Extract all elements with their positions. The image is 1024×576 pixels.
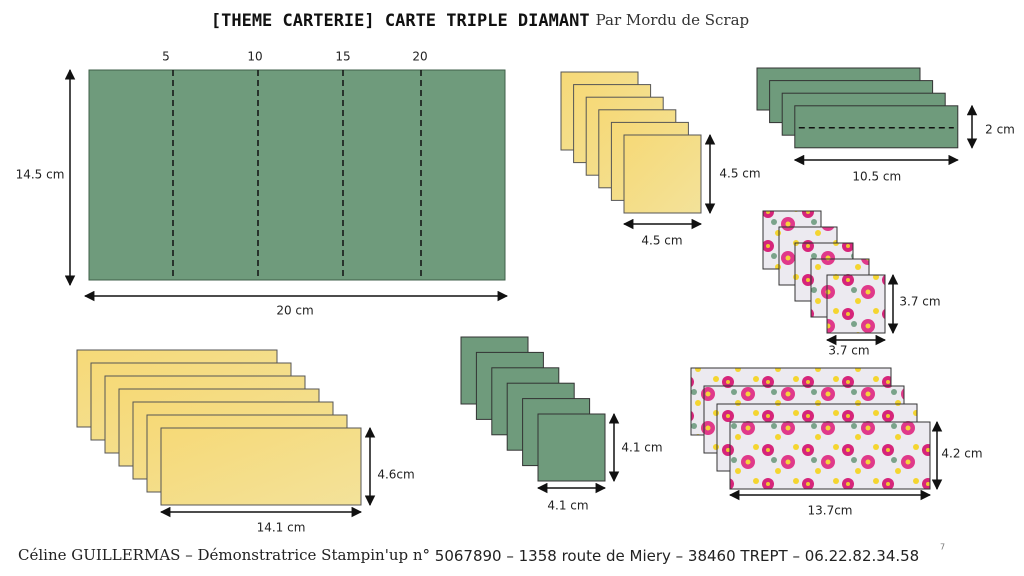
footer-name: Céline GUILLERMAS – Démonstratrice Stamp…: [18, 546, 430, 564]
dimension-label: 5: [162, 50, 170, 64]
floral-square: [826, 274, 886, 334]
dimension-label: 4.5 cm: [641, 234, 682, 248]
footer: Céline GUILLERMAS – Démonstratrice Stamp…: [18, 546, 919, 565]
dimension-label: 3.7 cm: [899, 295, 940, 309]
yellow-panel: [160, 427, 362, 506]
dimension-label: 2 cm: [985, 122, 1015, 136]
floral-panel: [729, 421, 931, 490]
green-square: [537, 413, 606, 482]
dimension-label: 4.1 cm: [621, 441, 662, 455]
green-strip: [794, 105, 959, 149]
title-line: [THEME CARTERIE] CARTE TRIPLE DIAMANT Par…: [211, 11, 749, 31]
dimension-label: 15: [335, 50, 350, 64]
dimension-label: 20 cm: [276, 304, 313, 318]
pieces: 5 10 15 20 14.5 cm 20 cm 4.5 cm 4.5 cm 2 cm 10.5 …: [16, 50, 1015, 535]
footer-details: 5067890 – 1358 route de Miery – 38460 TR…: [430, 547, 919, 565]
subtitle: Par Mordu de Scrap: [596, 11, 750, 29]
yellow-square: [623, 134, 702, 214]
title: [THEME CARTERIE] CARTE TRIPLE DIAMANT: [211, 11, 590, 31]
dimension-label: 10: [247, 50, 262, 64]
dimension-label: 14.5 cm: [16, 168, 65, 182]
dimension-label: 10.5 cm: [852, 170, 901, 184]
dimension-label: 14.1 cm: [257, 521, 306, 535]
dimension-label: 3.7 cm: [828, 344, 869, 358]
dimension-label: 4.6cm: [377, 468, 414, 482]
dimension-label: 20: [412, 50, 427, 64]
dimension-label: 4.5 cm: [719, 167, 760, 181]
dimension-label: 4.2 cm: [941, 447, 982, 461]
dimension-label: 13.7cm: [807, 504, 852, 518]
base-card: [88, 69, 506, 281]
dimension-label: 4.1 cm: [547, 499, 588, 513]
page-number: 7: [940, 543, 945, 552]
